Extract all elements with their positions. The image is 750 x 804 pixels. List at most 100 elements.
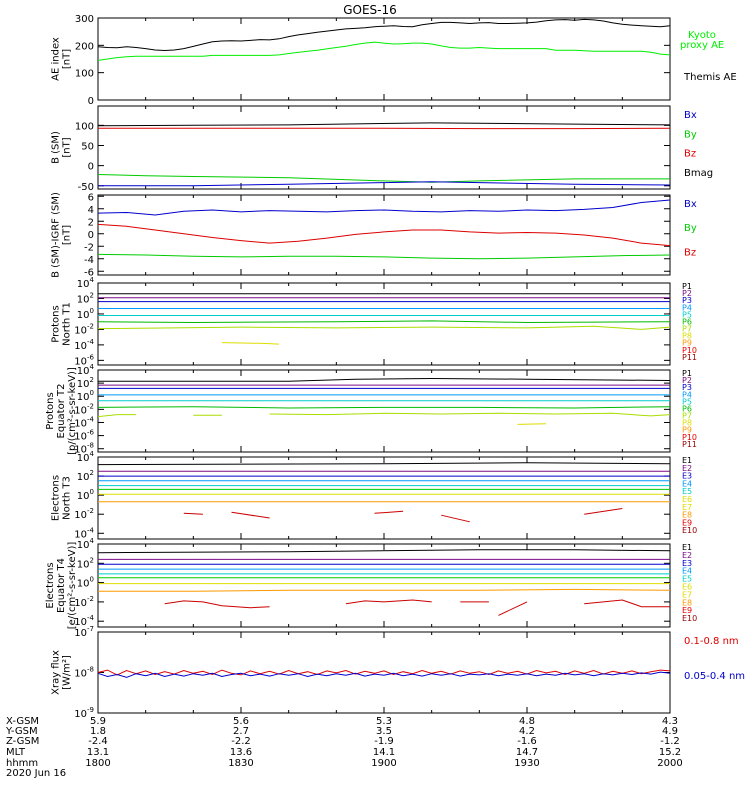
y-tick-label: -2 <box>84 242 94 253</box>
panel-frame <box>98 18 670 100</box>
y-tick-label: 200 <box>75 41 94 52</box>
y-axis-label: [nT] <box>62 225 73 245</box>
y-tick-label: 100 <box>77 389 94 403</box>
y-tick-label: -4 <box>84 255 94 266</box>
y-tick-label: 104 <box>77 363 95 377</box>
y-tick-label: 0 <box>88 230 94 241</box>
ephemeris-value: 14.7 <box>516 747 538 758</box>
legend-entry: By <box>684 223 697 234</box>
y-axis-label: [p/(cm²-s-sr-keV)] <box>67 367 78 455</box>
panel-frame <box>98 457 670 539</box>
y-axis-label: [nT] <box>62 137 73 157</box>
y-axis-label: B (SM) <box>51 131 62 164</box>
y-axis-label: [nT] <box>62 49 73 69</box>
legend-entry: Themis AE <box>683 72 737 83</box>
series-p6 <box>98 321 670 323</box>
y-axis-label: [W/m²] <box>62 655 73 690</box>
legend-entry: Bz <box>684 247 696 258</box>
y-axis-label: North T1 <box>62 302 73 346</box>
ephemeris-value: 13.1 <box>87 747 109 758</box>
y-tick-label: 6 <box>88 192 94 203</box>
panel-frame <box>98 544 670 627</box>
series-e9 <box>165 601 270 608</box>
legend-entry: Bz <box>684 149 696 160</box>
legend-entry: 0.05-0.4 nm <box>684 671 745 682</box>
ephemeris-row-label: Z-GSM <box>6 736 39 747</box>
series-p7 <box>98 326 670 329</box>
series-p8 <box>518 424 547 425</box>
y-tick-label: 10-8 <box>74 666 94 680</box>
legend-entry: Bmag <box>684 168 713 179</box>
series-p8 <box>222 343 279 345</box>
legend-entry: E10 <box>682 526 697 535</box>
y-tick-label: 10-2 <box>74 507 94 521</box>
y-tick-label: 50 <box>81 141 94 152</box>
series-e9 <box>346 600 432 604</box>
legend-entry: proxy AE <box>680 40 724 51</box>
series-p6 <box>98 407 670 408</box>
y-tick-label: 100 <box>77 307 94 321</box>
legend-entry: 0.1-0.8 nm <box>684 636 739 647</box>
legend-entry: Bx <box>684 199 697 210</box>
y-axis-label: Electrons <box>51 475 62 521</box>
series-bmag <box>98 123 670 126</box>
y-tick-label: 300 <box>75 14 94 25</box>
series-by <box>98 254 670 258</box>
y-tick-label: 100 <box>77 488 94 502</box>
y-axis-label: Protons <box>45 392 56 429</box>
y-tick-label: 10-4 <box>74 338 94 352</box>
y-tick-label: 102 <box>77 469 94 483</box>
ephemeris-value: -1.9 <box>374 736 394 747</box>
series-e9 <box>375 511 404 513</box>
y-axis-label: North T3 <box>62 476 73 520</box>
y-tick-label: 102 <box>77 291 94 305</box>
y-tick-label: -50 <box>78 182 94 193</box>
y-tick-label: 100 <box>77 576 94 590</box>
y-tick-label: 10-7 <box>74 625 94 639</box>
series-e9 <box>498 602 527 616</box>
series-e9 <box>184 513 203 514</box>
plot-title: GOES-16 <box>343 3 397 17</box>
y-tick-label: 100 <box>75 121 94 132</box>
series-themis-ae <box>98 19 670 50</box>
y-tick-label: 104 <box>77 276 95 290</box>
y-tick-label: 100 <box>75 69 94 80</box>
ephemeris-row-label: MLT <box>6 747 26 758</box>
y-axis-label: [e/(cm²-s-sr-keV)] <box>67 542 78 630</box>
y-axis-label: B (SM)-IGRF (SM) <box>51 192 62 278</box>
y-tick-label: 102 <box>77 556 94 570</box>
panel-frame <box>98 632 670 713</box>
legend-entry: Bx <box>684 110 697 121</box>
ephemeris-value: 15.2 <box>659 747 681 758</box>
y-tick-label: 0 <box>88 162 94 173</box>
ephemeris-value: 1930 <box>514 758 539 769</box>
ephemeris-value: 1900 <box>371 758 396 769</box>
series-p7 <box>98 415 136 417</box>
panel-frame <box>98 283 670 365</box>
series-bx <box>98 200 670 215</box>
ephemeris-value: 14.1 <box>373 747 395 758</box>
ephemeris-value: -1.6 <box>517 736 537 747</box>
series-e9 <box>584 509 622 515</box>
legend-entry: P11 <box>682 440 697 449</box>
y-tick-label: 104 <box>77 450 95 464</box>
ephemeris-row-label: 2020 Jun 16 <box>6 768 66 779</box>
series-e8 <box>98 589 670 591</box>
panel-frame <box>98 370 670 452</box>
y-axis-label: Xray flux <box>51 650 62 695</box>
y-axis-label: Protons <box>51 305 62 342</box>
y-tick-label: 2 <box>88 217 94 228</box>
series-e9 <box>584 600 670 607</box>
y-axis-label: AE index <box>51 37 62 81</box>
y-tick-label: 102 <box>77 376 94 390</box>
ephemeris-value: 13.6 <box>230 747 252 758</box>
